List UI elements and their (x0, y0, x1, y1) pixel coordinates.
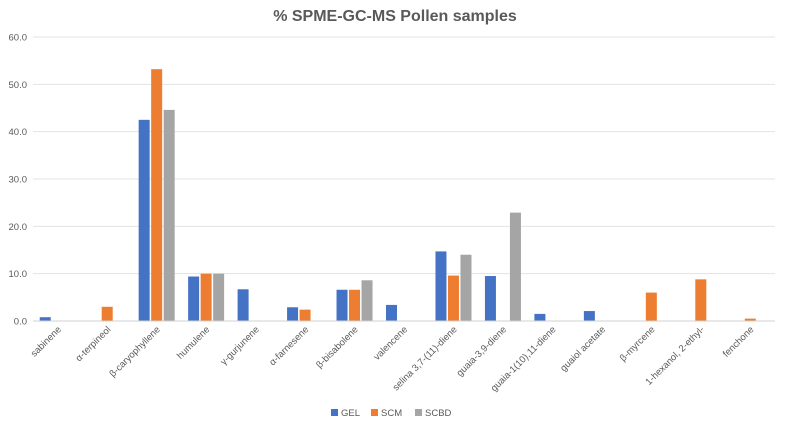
y-axis-ticks: 0.0 10.0 20.0 30.0 40.0 50.0 60.0 (9, 33, 28, 328)
y-tick-label: 40.0 (9, 127, 28, 138)
bar-scm-13 (695, 279, 707, 321)
bar-scbd-3 (213, 273, 225, 321)
legend-swatch-scm (371, 409, 378, 416)
bar-gel-8 (435, 251, 447, 321)
chart-title: % SPME-GC-MS Pollen samples (273, 8, 517, 25)
category-label: α-terpineol (74, 324, 114, 364)
category-label: fenchone (721, 324, 756, 359)
legend: GEL SCM SCBD (331, 408, 452, 419)
bar-scm-8 (447, 275, 459, 321)
bar-gel-5 (287, 307, 299, 321)
bar-scbd-2 (163, 109, 175, 321)
bars (39, 69, 756, 321)
bar-gel-9 (484, 276, 496, 321)
bar-scbd-9 (509, 212, 521, 321)
legend-label-scm: SCM (381, 408, 402, 419)
bar-scbd-6 (361, 280, 373, 321)
bar-gel-2 (138, 119, 150, 321)
bar-gel-3 (188, 276, 200, 321)
bar-gel-7 (386, 304, 397, 321)
category-label: β-myrcene (618, 324, 658, 364)
bar-gel-0 (39, 317, 51, 321)
bar-scm-14 (744, 318, 756, 321)
bar-scm-6 (349, 289, 361, 321)
y-tick-label: 30.0 (9, 175, 28, 186)
bar-gel-6 (336, 289, 348, 321)
bar-scm-2 (151, 69, 163, 321)
y-tick-label: 0.0 (14, 317, 27, 328)
category-label: humulene (175, 324, 212, 361)
bar-scm-3 (200, 273, 212, 321)
y-tick-label: 60.0 (9, 33, 28, 44)
y-tick-label: 10.0 (9, 269, 28, 280)
bar-scm-5 (299, 309, 311, 321)
bar-gel-4 (237, 289, 249, 321)
bar-scm-12 (645, 292, 657, 321)
category-label: guaia-3,9-diene (455, 324, 509, 378)
y-tick-label: 20.0 (9, 222, 28, 233)
category-label: β-bisabolene (314, 324, 360, 370)
category-label: γ-gurjunene (218, 324, 261, 367)
category-label: sabinene (29, 324, 64, 359)
bar-gel-10 (534, 313, 546, 321)
category-label: α-farnesene (267, 324, 311, 368)
category-label: guaiol acetate (558, 324, 608, 374)
bar-scm-1 (101, 306, 113, 321)
category-label: β-caryophyllene (107, 324, 162, 379)
legend-swatch-gel (331, 409, 338, 416)
y-tick-label: 50.0 (9, 80, 28, 91)
category-label: valencene (372, 324, 410, 362)
legend-label-gel: GEL (341, 408, 360, 419)
legend-swatch-scbd (415, 409, 422, 416)
bar-gel-11 (583, 311, 595, 321)
bar-scbd-8 (460, 254, 472, 321)
legend-label-scbd: SCBD (425, 408, 452, 419)
